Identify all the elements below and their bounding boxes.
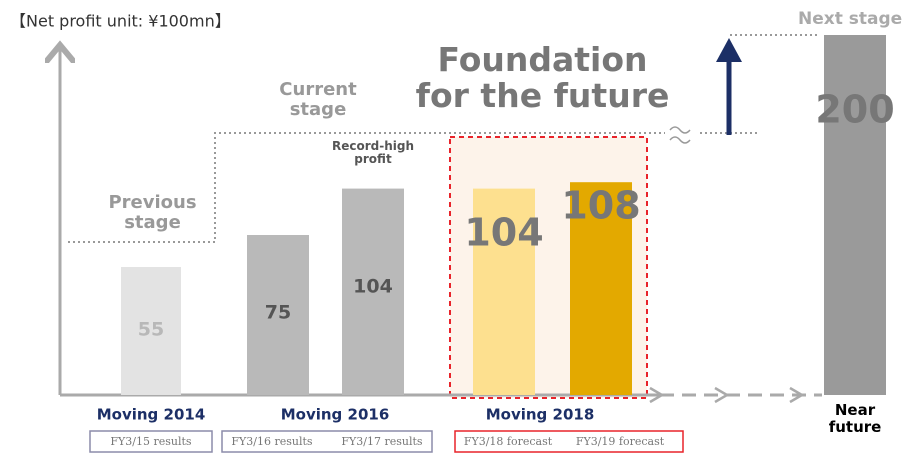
x-tick-label: FY3/19 forecast (576, 435, 665, 448)
bar (824, 35, 886, 395)
value-label: 104 (464, 211, 543, 255)
chart-title: 【Net profit unit: ¥100mn】 (10, 12, 231, 31)
stage-label: Current stage (279, 79, 357, 120)
bar (473, 188, 535, 395)
x-tick-label: FY3/15 results (110, 435, 192, 448)
label-box (454, 430, 684, 453)
group-label: Moving 2016 (281, 406, 390, 424)
stage-line (68, 132, 665, 243)
value-label: 75 (265, 302, 291, 324)
up-arrow-head (716, 38, 742, 62)
stage-label: Next stage (798, 9, 903, 29)
x-tick-label: FY3/16 results (231, 435, 313, 448)
x-tick-label: FY3/17 results (341, 435, 423, 448)
value-label: 55 (138, 319, 164, 341)
break-mark (669, 126, 691, 144)
label-box (221, 430, 433, 453)
value-label: 200 (815, 88, 894, 132)
annotation: Foundation for the future (415, 40, 670, 116)
arrows (649, 386, 805, 404)
label-box (89, 430, 213, 453)
group-label: Moving 2018 (486, 406, 595, 424)
stage-label: Previous stage (108, 192, 197, 233)
bar (247, 235, 309, 395)
value-label: 108 (561, 184, 640, 228)
value-label: 104 (353, 276, 393, 298)
group-label: Moving 2014 (97, 406, 206, 424)
x-tick-label: Near future (828, 401, 882, 436)
bar (342, 188, 404, 395)
annotation: Record-high profit (331, 139, 414, 167)
stage-line (700, 34, 820, 134)
bar (570, 182, 632, 395)
x-tick-label: FY3/18 forecast (464, 435, 553, 448)
bar (121, 267, 181, 395)
